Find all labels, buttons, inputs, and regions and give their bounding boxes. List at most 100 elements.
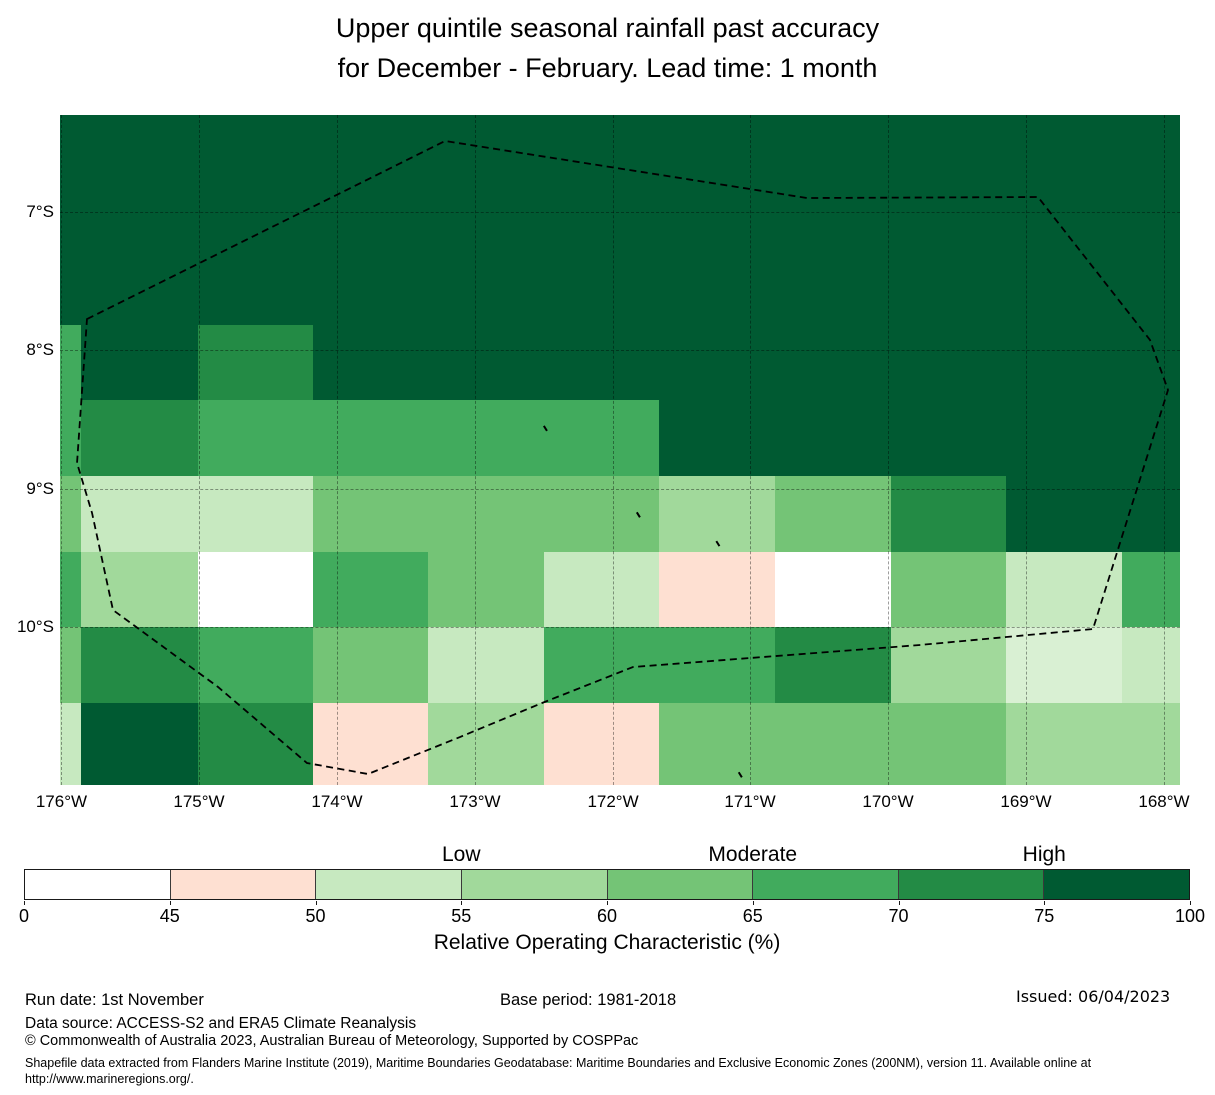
x-axis-tick-label: 170°W	[862, 792, 914, 811]
grid-cell	[60, 115, 82, 175]
grid-cell	[658, 324, 775, 400]
colorbar-tick	[898, 901, 900, 905]
grid-cell	[60, 627, 82, 703]
grid-cell	[543, 324, 659, 400]
colorbar-tick-label: 65	[742, 906, 763, 926]
grid-cell	[81, 400, 198, 476]
grid-cell	[658, 249, 775, 325]
colorbar-category-label: Moderate	[708, 843, 798, 866]
grid-cell	[775, 627, 892, 703]
map-gridline-vertical	[1026, 115, 1027, 785]
grid-cell	[1121, 627, 1180, 703]
map-gridline-horizontal	[60, 349, 1180, 351]
grid-cell	[197, 174, 313, 249]
grid-cell	[543, 249, 659, 325]
grid-cell	[197, 475, 313, 552]
x-axis-tick-label: 169°W	[1000, 792, 1052, 811]
colorbar-tick	[752, 901, 754, 905]
grid-cell	[428, 475, 544, 552]
grid-cell	[60, 249, 82, 325]
chart-title-line1: Upper quintile seasonal rainfall past ac…	[335, 13, 880, 43]
chart-title: Upper quintile seasonal rainfall past ac…	[0, 8, 1215, 88]
x-axis-tick-label: 176°W	[35, 792, 88, 811]
grid-cell	[81, 627, 198, 703]
base-period-text: Base period: 1981-2018	[500, 991, 677, 1009]
grid-cell	[891, 324, 1006, 400]
grid-cell	[428, 400, 544, 476]
grid-cell	[60, 174, 82, 249]
island-mark	[739, 772, 742, 777]
grid-cell	[313, 249, 429, 325]
island-marks	[544, 426, 742, 777]
colorbar-axis-label: Relative Operating Characteristic (%)	[433, 931, 781, 954]
map-gridline-horizontal	[60, 212, 1180, 214]
grid-cell	[891, 551, 1006, 627]
grid-cell	[313, 115, 429, 175]
grid-cell	[197, 115, 313, 175]
shapefile-attribution-line2: http://www.marineregions.org/.	[25, 1072, 194, 1086]
grid-cell	[313, 324, 429, 400]
grid-cell	[313, 475, 429, 552]
eez-boundary-svg	[60, 115, 1180, 785]
grid-cell	[313, 174, 429, 249]
grid-cell	[891, 174, 1006, 249]
shapefile-attribution-line1: Shapefile data extracted from Flanders M…	[25, 1056, 1092, 1070]
grid-cell	[428, 551, 544, 627]
grid-cell	[197, 551, 313, 627]
grid-cell	[428, 627, 544, 703]
grid-cell	[428, 115, 544, 175]
grid-cell	[197, 249, 313, 325]
shapefile-attribution-text: Shapefile data extracted from Flanders M…	[25, 1055, 1200, 1087]
grid-cell	[658, 702, 775, 785]
y-axis-tick-label: 9°S	[26, 478, 54, 498]
grid-cell	[197, 400, 313, 476]
colorbar-tick-label: 75	[1034, 906, 1055, 926]
colorbar	[24, 869, 1190, 900]
grid-cell	[1005, 174, 1122, 249]
map-gridline-horizontal	[60, 627, 1180, 628]
copyright-text: © Commonwealth of Australia 2023, Austra…	[25, 1033, 639, 1049]
grid-cell	[658, 174, 775, 249]
map-canvas	[60, 115, 1180, 785]
data-source-text: Data source: ACCESS-S2 and ERA5 Climate …	[25, 1015, 417, 1032]
chart-title-line2: for December - February. Lead time: 1 mo…	[337, 53, 878, 83]
x-axis-tick-label: 175°W	[173, 792, 225, 811]
grid-cell	[543, 174, 659, 249]
grid-cell	[197, 702, 313, 785]
grid-cell	[1005, 115, 1122, 175]
grid-cell	[775, 115, 892, 175]
grid-cell	[81, 702, 198, 785]
grid-cell	[1121, 702, 1180, 785]
grid-cell	[60, 702, 82, 785]
grid-cell	[428, 324, 544, 400]
grid-cell	[891, 249, 1006, 325]
y-axis-tick-label: 8°S	[26, 339, 54, 359]
grid-cell	[775, 702, 892, 785]
map-gridline-vertical	[198, 115, 200, 785]
colorbar-segment	[25, 870, 171, 899]
colorbar-tick-label: 45	[159, 906, 180, 926]
grid-cell	[313, 702, 429, 785]
grid-cell	[428, 249, 544, 325]
colorbar-tick	[315, 901, 317, 905]
grid-cell	[81, 324, 198, 400]
grid-cell	[60, 324, 82, 400]
grid-cell	[775, 324, 892, 400]
grid-cell	[1005, 627, 1122, 703]
grid-cell	[658, 475, 775, 552]
grid-cell	[543, 475, 659, 552]
island-mark	[716, 541, 719, 546]
map-gridline-vertical	[613, 115, 615, 785]
x-axis-tick-label: 171°W	[724, 792, 776, 811]
grid-cell	[891, 702, 1006, 785]
grid-cell	[313, 627, 429, 703]
grid-cell	[543, 115, 659, 175]
map-gridline-vertical	[888, 115, 890, 785]
colorbar-segment	[898, 870, 1045, 899]
grid-cell	[60, 551, 82, 627]
grid-cell	[1121, 400, 1180, 476]
x-axis-tick-label: 173°W	[449, 792, 501, 811]
grid-cell	[1005, 702, 1122, 785]
grid-cell	[543, 400, 659, 476]
grid-cell	[1121, 551, 1180, 627]
